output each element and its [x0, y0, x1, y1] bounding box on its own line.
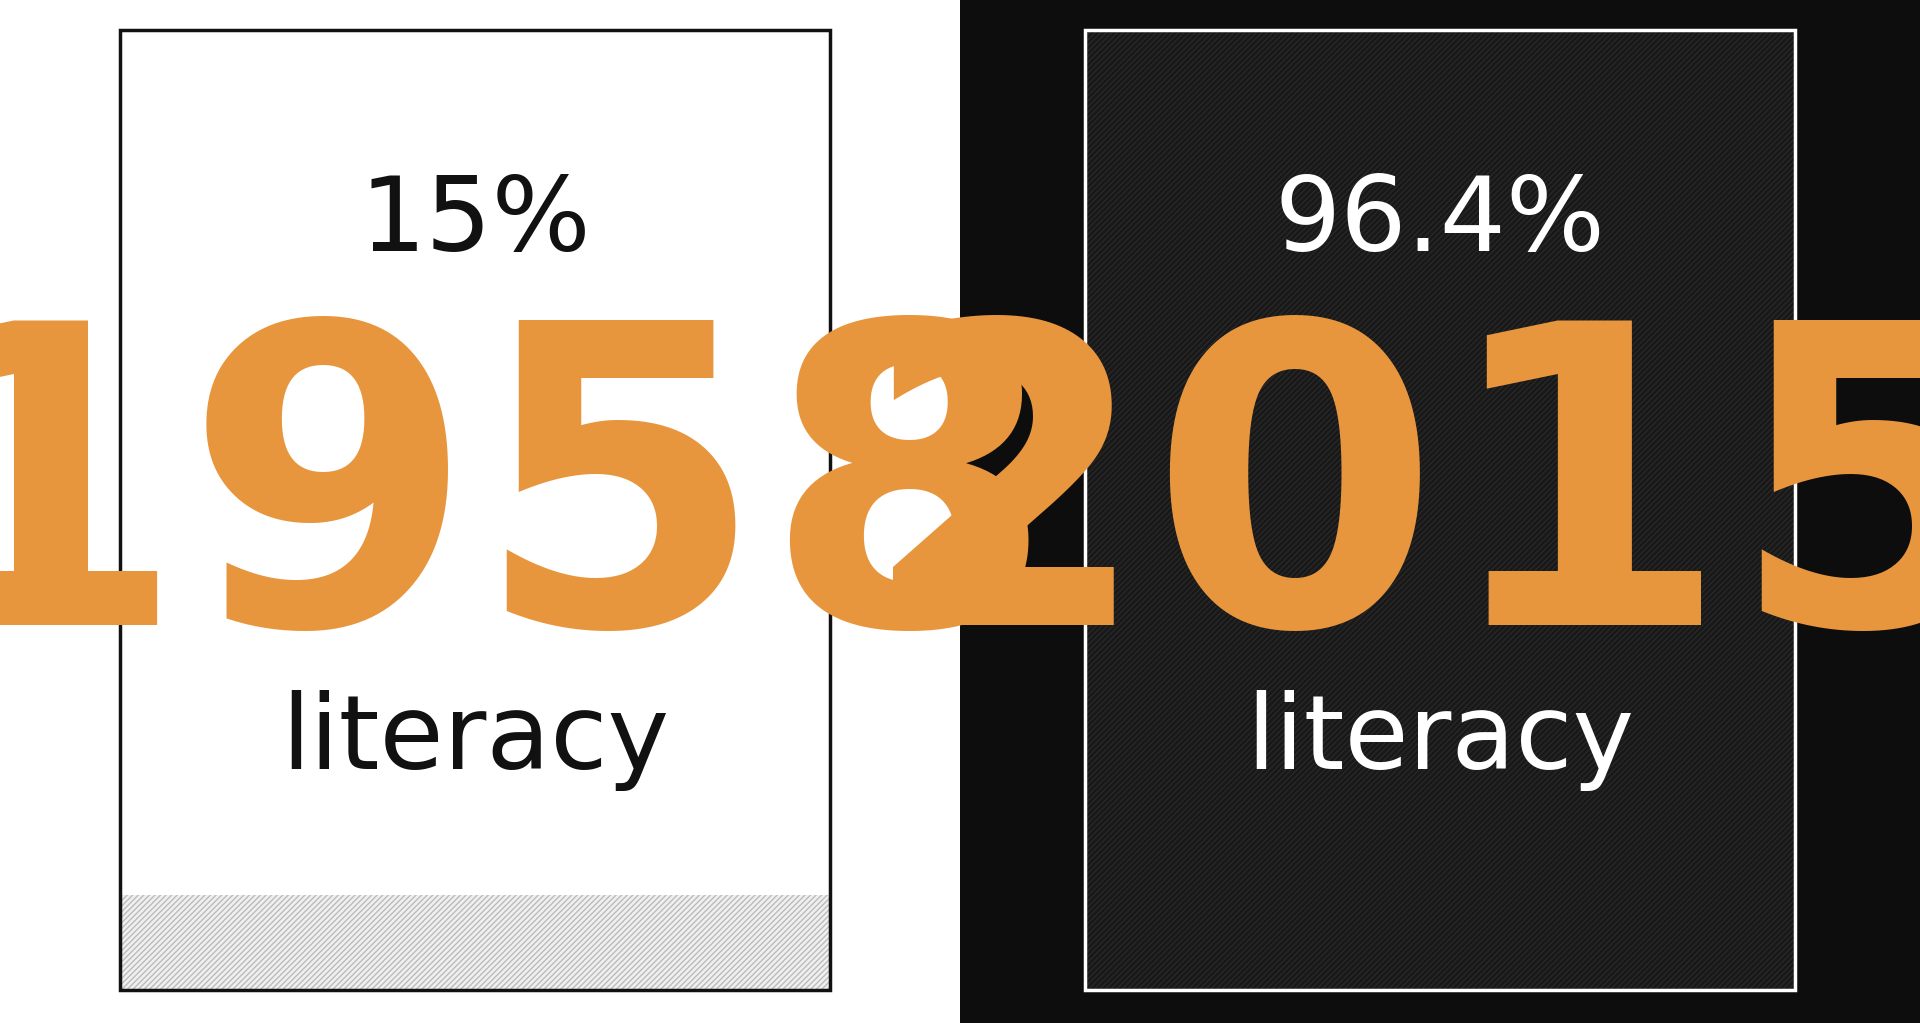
Text: literacy: literacy	[280, 690, 668, 791]
Bar	[960, 0, 1920, 1023]
Text: 96.4%: 96.4%	[1275, 172, 1605, 272]
Bar	[119, 30, 829, 990]
Bar	[1085, 30, 1795, 990]
Text: literacy: literacy	[1246, 690, 1634, 791]
Text: 1958: 1958	[0, 308, 1054, 712]
Bar	[0, 0, 960, 1023]
Bar	[1085, 30, 1795, 990]
Text: 15%: 15%	[359, 172, 591, 272]
Text: 2015: 2015	[860, 308, 1920, 712]
Bar	[119, 895, 829, 990]
